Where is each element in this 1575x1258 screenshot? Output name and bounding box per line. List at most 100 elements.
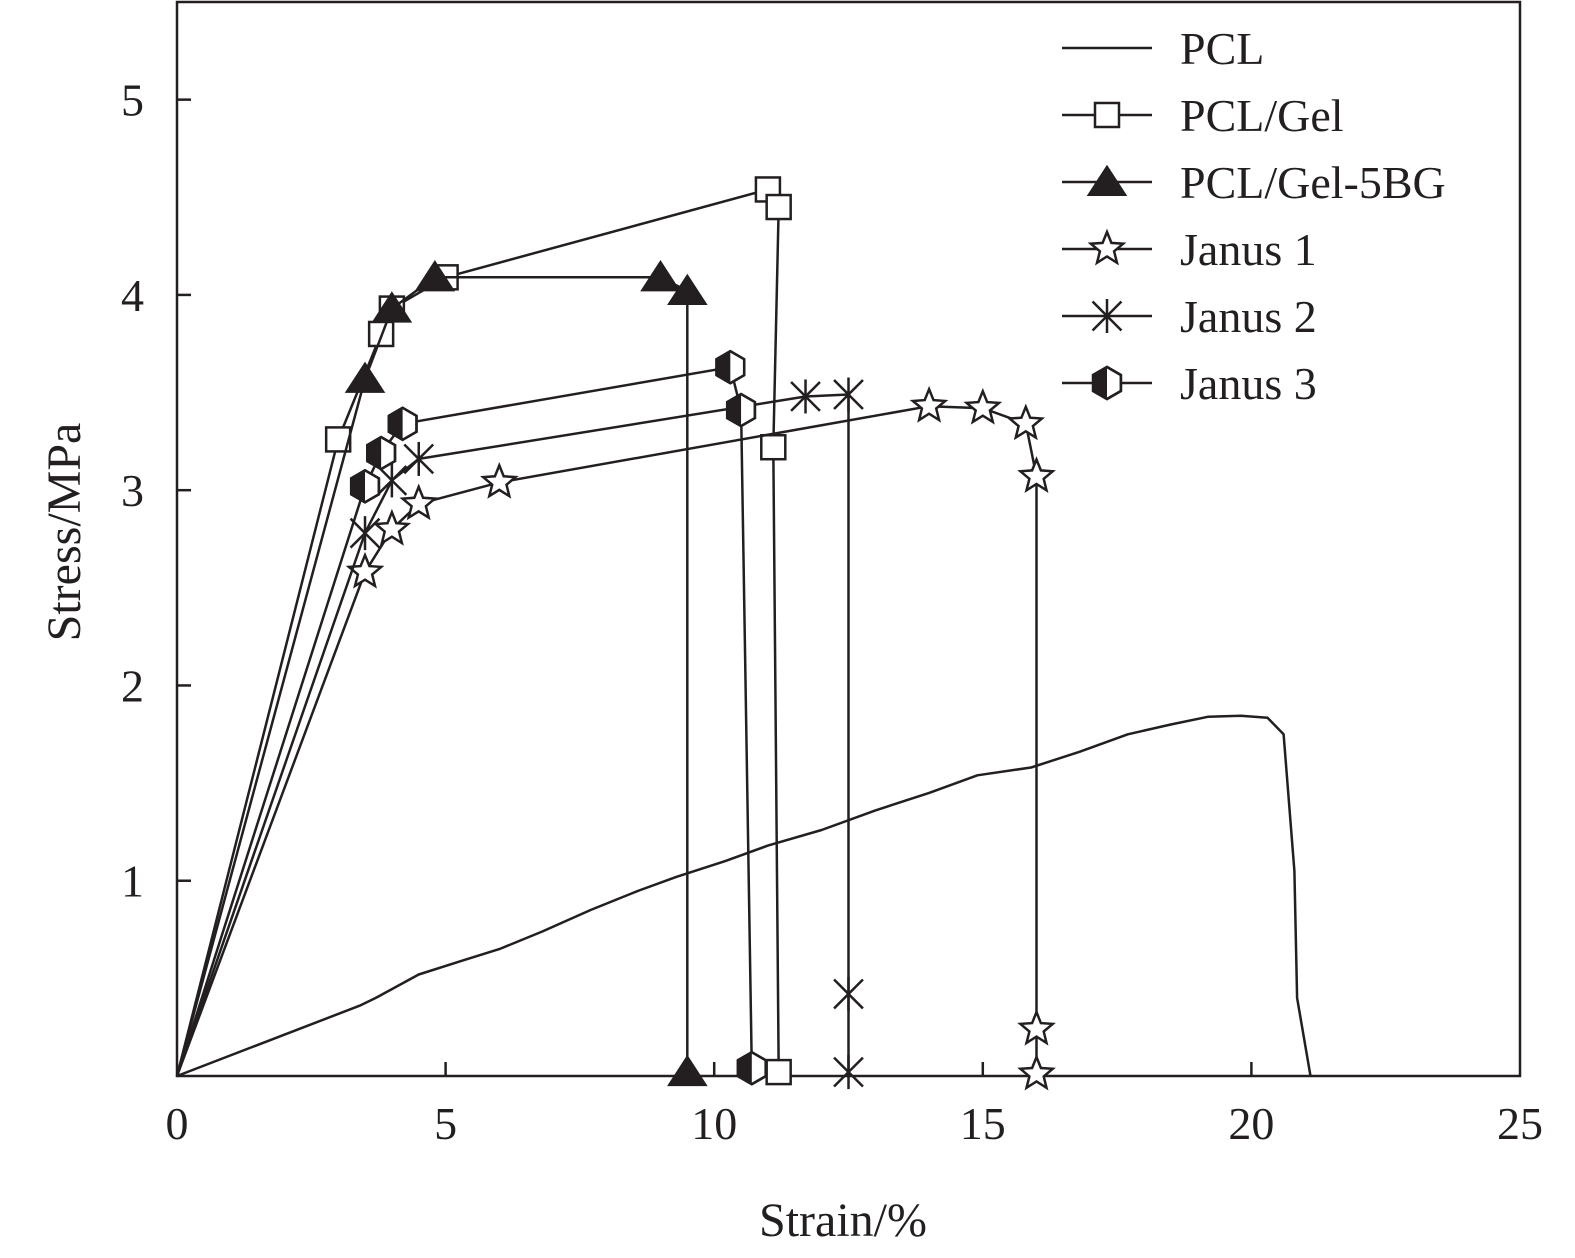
x-tick-label: 20 [1228,1098,1274,1149]
asterisk-stroke [376,465,408,496]
series-janus-1 [175,385,1056,1091]
series-line-janus-1 [175,404,1038,1077]
asterisk-stroke [349,517,381,549]
legend-label: Janus 2 [1180,291,1317,342]
legend-marker [1087,228,1127,266]
y-axis-title: Stress/MPa [38,423,91,642]
x-tick-label: 5 [434,1098,457,1149]
asterisk-stroke [833,1056,864,1088]
data-point-janus-1 [1017,1008,1056,1046]
asterisk-stroke [1091,300,1123,332]
hexagon-fill-half [351,470,366,503]
data-point-janus-2 [790,379,821,414]
data-point-janus-2 [833,377,864,412]
series-line-janus-3 [175,365,754,1077]
legend-label: PCL/Gel-5BG [1180,157,1446,208]
data-series [175,176,1312,1091]
legend-marker [1093,101,1121,129]
data-point-janus-1 [1006,403,1046,441]
legend-marker [1086,164,1128,196]
x-tick-label: 0 [166,1098,189,1149]
data-point-janus-1 [1017,1053,1056,1091]
legend-label: Janus 1 [1180,224,1317,275]
data-point-pcl-gel [765,193,792,221]
data-point-pcl-gel-5bg [640,260,681,292]
data-point-pcl-gel-5bg [344,361,386,393]
data-point-janus-3 [715,349,746,385]
hexagon-fill-half [367,437,382,470]
hexagon-fill-half [727,394,742,427]
data-point-pcl-gel-5bg [667,1054,708,1087]
series-line-pcl [176,714,1312,1078]
series-janus-3 [175,349,767,1086]
hexagon-outline [366,435,397,471]
x-axis-title: Strain/% [759,1194,927,1247]
hexagon-outline [1091,365,1123,401]
asterisk-stroke [833,978,864,1010]
series-line-pcl-gel-5bg [175,276,689,1077]
data-point-janus-3 [736,1050,767,1086]
y-tick-label: 4 [121,270,144,321]
series-janus-2 [175,377,864,1090]
data-point-janus-1 [480,462,519,499]
hexagon-outline [736,1050,767,1086]
series-line-janus-2 [175,393,850,1077]
data-point-pcl-gel-5bg [667,273,708,306]
asterisk-stroke [833,379,864,410]
hexagon-fill-half [1093,367,1107,399]
hexagon-outline [715,349,746,385]
legend-marker [1091,365,1123,401]
series-pcl-gel-5bg [175,260,708,1087]
x-tick-label: 15 [960,1098,1006,1149]
legend: PCL PCL/Gel PCL/Gel-5BG Janus 1 Janus 2 Janus… [1062,23,1446,409]
legend-item-pcl-gel-5bg: PCL/Gel-5BG [1062,157,1446,208]
data-point-janus-1 [909,385,949,423]
y-axis-ticks: 1 2 3 4 5 [121,75,191,907]
data-point-janus-1 [399,483,439,521]
data-point-janus-1 [963,387,1003,425]
data-point-janus-2 [833,976,864,1011]
legend-label: PCL [1180,23,1264,74]
x-axis-ticks: 0 5 10 15 20 25 [166,1062,1543,1149]
hexagon-outline [725,392,757,428]
asterisk-stroke [790,381,821,412]
hexagon-fill-half [388,407,403,440]
y-tick-label: 3 [121,465,144,516]
legend-label: PCL/Gel [1180,90,1344,141]
data-point-janus-3 [725,392,757,428]
data-point-pcl-gel [760,433,787,461]
y-tick-label: 2 [121,660,144,711]
data-point-pcl-gel [765,1058,792,1086]
data-point-janus-3 [387,406,418,442]
data-point-pcl-gel-5bg [414,260,456,292]
hexagon-fill-half [716,351,731,384]
data-point-janus-2 [403,441,435,476]
legend-marker [1091,299,1123,333]
legend-item-janus-3: Janus 3 [1062,358,1317,409]
data-point-janus-2 [376,463,408,498]
legend-item-pcl-gel: PCL/Gel [1062,90,1344,141]
legend-label: Janus 3 [1180,358,1317,409]
data-point-janus-2 [349,516,381,551]
hexagon-fill-half [737,1052,752,1085]
x-tick-label: 10 [691,1098,737,1149]
data-point-janus-1 [372,508,412,546]
data-point-janus-1 [1017,456,1056,494]
hexagon-outline [387,406,418,442]
series-pcl-gel [175,176,792,1086]
data-point-janus-3 [349,468,381,504]
data-point-pcl-gel-5bg [371,291,413,323]
y-tick-label: 5 [121,75,144,126]
data-point-janus-2 [833,1055,864,1090]
legend-item-janus-1: Janus 1 [1062,224,1317,275]
hexagon-outline [349,468,381,504]
data-point-janus-1 [345,551,385,589]
series-pcl [176,714,1312,1078]
legend-item-janus-2: Janus 2 [1062,291,1317,342]
y-tick-label: 1 [121,856,144,907]
data-point-janus-3 [366,435,397,471]
asterisk-stroke [403,443,435,475]
x-tick-label: 25 [1497,1098,1543,1149]
legend-item-pcl: PCL [1062,23,1264,74]
